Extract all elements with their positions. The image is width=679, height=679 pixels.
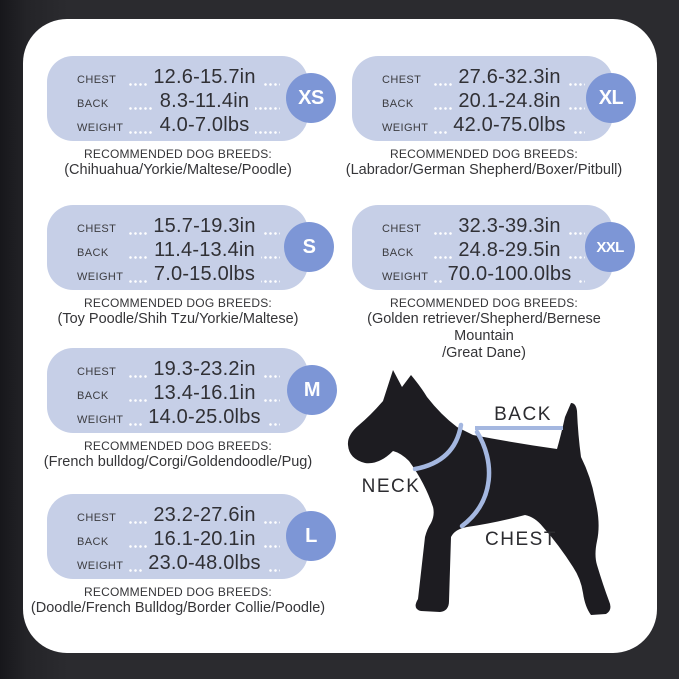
breeds-caption-xs: RECOMMENDED DOG BREEDS: (Chihuahua/Yorki… xyxy=(35,147,321,179)
measurement-row: BACK 11.4-13.4in xyxy=(77,239,280,261)
back-label: BACK xyxy=(77,390,109,402)
back-value: 8.3-11.4in xyxy=(153,90,256,112)
weight-value: 42.0-75.0lbs xyxy=(447,114,572,136)
chest-value: 27.6-32.3in xyxy=(452,66,567,88)
back-value: 20.1-24.8in xyxy=(452,90,567,112)
weight-label: WEIGHT xyxy=(77,414,124,426)
size-badge-l: L xyxy=(286,511,336,561)
measurement-row: CHEST 15.7-19.3in xyxy=(77,215,280,237)
measurement-row: WEIGHT 70.0-100.0lbs xyxy=(382,263,585,285)
breeds-list: (Doodle/French Bulldog/Border Collie/Poo… xyxy=(30,600,326,616)
weight-value: 7.0-15.0lbs xyxy=(147,263,262,285)
measurement-row: CHEST 27.6-32.3in xyxy=(382,66,585,88)
weight-label: WEIGHT xyxy=(77,122,124,134)
recommended-heading: RECOMMENDED DOG BREEDS: xyxy=(84,147,272,161)
measurement-row: BACK 16.1-20.1in xyxy=(77,528,280,550)
recommended-heading: RECOMMENDED DOG BREEDS: xyxy=(84,296,272,310)
measurement-row: BACK 20.1-24.8in xyxy=(382,90,585,112)
back-label: BACK xyxy=(77,536,109,548)
dog-diagram-svg: BACK NECK CHEST xyxy=(347,370,611,615)
weight-value: 70.0-100.0lbs xyxy=(441,263,578,285)
chest-label: CHEST xyxy=(382,223,422,235)
recommended-heading: RECOMMENDED DOG BREEDS: xyxy=(390,296,578,310)
measurement-row: BACK 13.4-16.1in xyxy=(77,382,280,404)
breeds-caption-xl: RECOMMENDED DOG BREEDS: (Labrador/German… xyxy=(339,147,629,179)
chest-value: 19.3-23.2in xyxy=(147,358,262,380)
breeds-list: (Chihuahua/Yorkie/Maltese/Poodle) xyxy=(64,162,292,178)
chest-value: 23.2-27.6in xyxy=(147,504,262,526)
size-panel-xs: CHEST 12.6-15.7in BACK 8.3-11.4in WEIGHT… xyxy=(47,56,308,141)
chest-value: 12.6-15.7in xyxy=(147,66,262,88)
neck-diagram-label: NECK xyxy=(362,476,421,497)
back-label: BACK xyxy=(382,247,414,259)
breeds-list: (Golden retriever/Shepherd/Bernese Mount… xyxy=(367,311,601,361)
chest-diagram-label: CHEST xyxy=(485,529,557,550)
weight-value: 23.0-48.0lbs xyxy=(142,552,267,574)
breeds-list: (Toy Poodle/Shih Tzu/Yorkie/Maltese) xyxy=(57,311,299,327)
recommended-heading: RECOMMENDED DOG BREEDS: xyxy=(84,439,272,453)
size-badge-xl: XL xyxy=(586,73,636,123)
chest-value: 15.7-19.3in xyxy=(147,215,262,237)
dog-silhouette xyxy=(347,370,611,615)
measurement-row: CHEST 32.3-39.3in xyxy=(382,215,585,237)
measurement-row: CHEST 19.3-23.2in xyxy=(77,358,280,380)
breeds-caption-s: RECOMMENDED DOG BREEDS: (Toy Poodle/Shih… xyxy=(35,296,321,328)
measurement-row: WEIGHT 14.0-25.0lbs xyxy=(77,406,280,428)
weight-label: WEIGHT xyxy=(382,122,429,134)
measurement-row: CHEST 12.6-15.7in xyxy=(77,66,280,88)
size-panel-m: CHEST 19.3-23.2in BACK 13.4-16.1in WEIGH… xyxy=(47,348,308,433)
harness-chest-strap-line xyxy=(459,429,492,529)
back-value: 11.4-13.4in xyxy=(148,239,261,261)
size-badge-s: S xyxy=(284,222,334,272)
measurement-row: WEIGHT 7.0-15.0lbs xyxy=(77,263,280,285)
size-badge-m: M xyxy=(287,365,337,415)
back-value: 16.1-20.1in xyxy=(147,528,262,550)
chest-label: CHEST xyxy=(77,74,117,86)
measurement-row: CHEST 23.2-27.6in xyxy=(77,504,280,526)
chest-label: CHEST xyxy=(77,512,117,524)
breeds-list: (Labrador/German Shepherd/Boxer/Pitbull) xyxy=(345,162,623,178)
measurement-row: WEIGHT 42.0-75.0lbs xyxy=(382,114,585,136)
weight-value: 14.0-25.0lbs xyxy=(142,406,267,428)
weight-label: WEIGHT xyxy=(382,271,429,283)
chest-label: CHEST xyxy=(77,223,117,235)
back-diagram-label: BACK xyxy=(494,404,552,425)
back-label: BACK xyxy=(382,98,414,110)
back-value: 24.8-29.5in xyxy=(452,239,567,261)
size-panel-l: CHEST 23.2-27.6in BACK 16.1-20.1in WEIGH… xyxy=(47,494,308,579)
recommended-heading: RECOMMENDED DOG BREEDS: xyxy=(390,147,578,161)
measurement-row: BACK 24.8-29.5in xyxy=(382,239,585,261)
size-panel-xxl: CHEST 32.3-39.3in BACK 24.8-29.5in WEIGH… xyxy=(352,205,613,290)
breeds-caption-l: RECOMMENDED DOG BREEDS: (Doodle/French B… xyxy=(30,585,326,617)
weight-label: WEIGHT xyxy=(77,560,124,572)
back-label: BACK xyxy=(77,247,109,259)
weight-value: 4.0-7.0lbs xyxy=(153,114,256,136)
breeds-list: (French bulldog/Corgi/Goldendoodle/Pug) xyxy=(43,454,313,470)
size-panel-s: CHEST 15.7-19.3in BACK 11.4-13.4in WEIGH… xyxy=(47,205,308,290)
size-panel-xl: CHEST 27.6-32.3in BACK 20.1-24.8in WEIGH… xyxy=(352,56,613,141)
back-value: 13.4-16.1in xyxy=(147,382,262,404)
chest-label: CHEST xyxy=(382,74,422,86)
dog-measurement-diagram: BACK NECK CHEST xyxy=(345,365,645,645)
breeds-caption-m: RECOMMENDED DOG BREEDS: (French bulldog/… xyxy=(35,439,321,471)
recommended-heading: RECOMMENDED DOG BREEDS: xyxy=(84,585,272,599)
measurement-row: WEIGHT 23.0-48.0lbs xyxy=(77,552,280,574)
size-badge-xs: XS xyxy=(286,73,336,123)
chest-value: 32.3-39.3in xyxy=(452,215,567,237)
measurement-row: WEIGHT 4.0-7.0lbs xyxy=(77,114,280,136)
measurement-row: BACK 8.3-11.4in xyxy=(77,90,280,112)
back-label: BACK xyxy=(77,98,109,110)
size-badge-xxl: XXL xyxy=(585,222,635,272)
weight-label: WEIGHT xyxy=(77,271,124,283)
breeds-caption-xxl: RECOMMENDED DOG BREEDS: (Golden retrieve… xyxy=(337,296,631,362)
harness-neck-strap-line xyxy=(412,422,464,472)
chest-label: CHEST xyxy=(77,366,117,378)
